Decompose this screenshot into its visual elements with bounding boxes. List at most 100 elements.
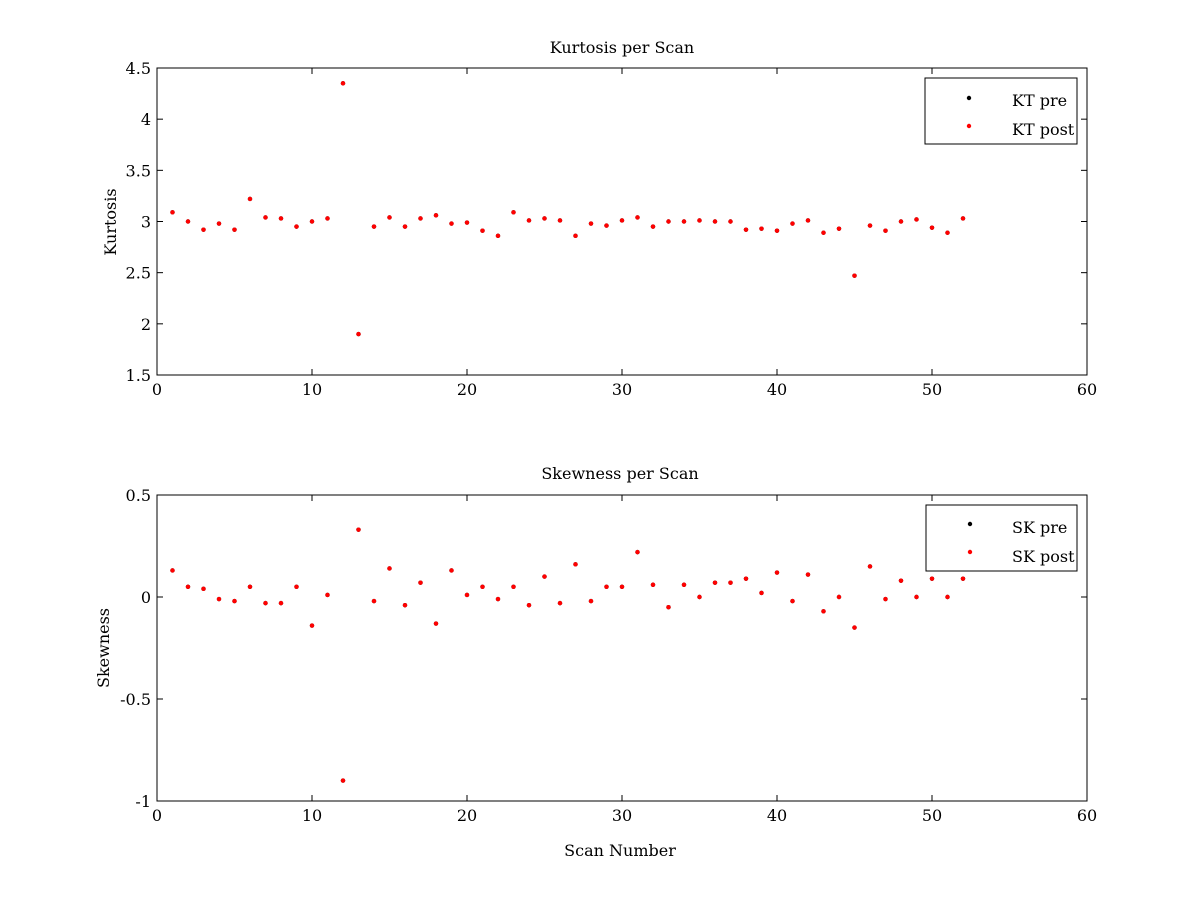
kurtosis-point-post	[340, 81, 346, 86]
kurtosis-y-tick-label: 3	[141, 213, 151, 232]
kurtosis-y-tick-label: 3.5	[126, 161, 151, 180]
skewness-chart-title: Skewness per Scan	[541, 464, 698, 483]
kurtosis-chart-title: Kurtosis per Scan	[550, 38, 694, 57]
kurtosis-point-post	[185, 219, 191, 224]
skewness-y-tick-label: -0.5	[120, 690, 151, 709]
kurtosis-point-post	[960, 216, 966, 221]
kurtosis-point-post	[821, 230, 826, 235]
kurtosis-point-post	[387, 215, 392, 220]
skewness-point-post	[945, 594, 950, 600]
kurtosis-point-post	[325, 216, 330, 221]
kurtosis-point-post	[402, 224, 408, 229]
kurtosis-point-post	[681, 219, 687, 224]
skewness-point-post	[480, 584, 485, 589]
skewness-point-post	[557, 600, 563, 606]
kurtosis-x-tick-label: 30	[612, 380, 632, 399]
skewness-points	[170, 527, 966, 783]
skewness-point-post	[650, 582, 656, 587]
skewness-point-post	[309, 623, 315, 628]
skewness-x-tick-label: 20	[457, 806, 477, 825]
kurtosis-point-post	[495, 233, 501, 239]
kurtosis-point-post	[170, 210, 175, 215]
kurtosis-point-post	[743, 227, 749, 232]
skewness-point-post	[294, 584, 299, 589]
kurtosis-point-post	[805, 218, 811, 223]
skewness-legend-label-post: SK post	[1012, 547, 1075, 566]
skewness-x-tick-label: 40	[767, 806, 787, 825]
skewness-point-post	[821, 609, 826, 614]
skewness-point-post	[805, 572, 811, 577]
skewness-point-post	[681, 582, 687, 587]
skewness-point-post	[495, 596, 501, 602]
kurtosis-legend-marker-pre	[966, 95, 972, 101]
skewness-point-post	[433, 621, 439, 626]
skewness-ticks: 0 10 20 30 40 50 60 -1 -0.5 0 0.5	[120, 486, 1097, 825]
kurtosis-x-tick-label: 40	[767, 380, 787, 399]
kurtosis-ticks: 0 10 20 30 40 50 60 1.5 2 2.5 3 3.5 4 4.5	[126, 59, 1098, 399]
skewness-point-post	[743, 576, 749, 581]
kurtosis-y-tick-label: 1.5	[126, 366, 151, 385]
kurtosis-point-post	[604, 223, 609, 228]
skewness-point-post	[604, 584, 609, 589]
kurtosis-points	[170, 81, 966, 337]
kurtosis-point-post	[852, 273, 857, 278]
skewness-x-tick-label: 10	[302, 806, 322, 825]
kurtosis-point-post	[263, 215, 268, 220]
skewness-point-post	[526, 602, 532, 608]
kurtosis-point-post	[883, 228, 888, 233]
kurtosis-x-tick-label: 10	[302, 380, 322, 399]
kurtosis-y-axis-label: Kurtosis	[101, 188, 120, 255]
kurtosis-point-post	[294, 224, 299, 229]
kurtosis-point-post	[216, 221, 222, 226]
skewness-point-post	[247, 584, 253, 589]
skewness-x-tick-label: 0	[152, 806, 162, 825]
kurtosis-point-post	[356, 331, 361, 337]
kurtosis-point-post	[278, 216, 284, 221]
skewness-point-post	[960, 576, 966, 581]
skewness-legend-marker-post	[967, 549, 973, 555]
skewness-point-post	[340, 778, 346, 783]
skewness-point-post	[371, 598, 377, 604]
skewness-legend-marker-pre	[967, 521, 973, 527]
skewness-point-post	[898, 578, 904, 583]
kurtosis-point-post	[929, 225, 935, 230]
kurtosis-x-tick-label: 50	[922, 380, 942, 399]
skewness-point-post	[278, 600, 284, 606]
kurtosis-point-post	[914, 217, 919, 222]
kurtosis-plot: Kurtosis per Scan Kurtosis 0 10 20 30 40 50 60…	[101, 38, 1097, 399]
kurtosis-point-post	[619, 218, 625, 223]
skewness-point-post	[588, 598, 594, 604]
skewness-legend-box	[925, 504, 1078, 572]
skewness-legend-label-pre: SK pre	[1012, 518, 1067, 537]
kurtosis-x-tick-label: 20	[457, 380, 477, 399]
kurtosis-x-tick-label: 0	[152, 380, 162, 399]
skewness-y-tick-label: 0.5	[126, 486, 151, 505]
kurtosis-legend-label-pre: KT pre	[1012, 91, 1067, 110]
kurtosis-point-post	[666, 219, 671, 224]
kurtosis-point-post	[712, 219, 718, 224]
kurtosis-point-post	[759, 226, 764, 231]
skewness-x-tick-label: 60	[1077, 806, 1097, 825]
skewness-legend: SK pre SK post	[925, 504, 1078, 572]
kurtosis-x-tick-label: 60	[1077, 380, 1097, 399]
skewness-point-post	[511, 584, 516, 589]
skewness-point-post	[929, 576, 935, 581]
skewness-point-post	[852, 625, 857, 630]
kurtosis-legend: KT pre KT post	[924, 77, 1078, 145]
kurtosis-point-post	[588, 221, 594, 226]
skewness-plot: Skewness per Scan Skewness Scan Number 0…	[94, 464, 1097, 860]
kurtosis-legend-marker-post	[966, 123, 972, 129]
kurtosis-point-post	[433, 213, 439, 218]
skewness-point-post	[542, 574, 547, 579]
kurtosis-point-post	[449, 221, 454, 226]
skewness-point-post	[170, 568, 175, 573]
skewness-y-tick-label: -1	[135, 792, 151, 811]
kurtosis-point-post	[464, 220, 470, 225]
skewness-point-post	[418, 580, 423, 585]
kurtosis-legend-label-post: KT post	[1012, 120, 1075, 139]
kurtosis-y-tick-label: 2.5	[126, 264, 151, 283]
kurtosis-legend-box	[924, 77, 1078, 145]
skewness-point-post	[232, 598, 237, 604]
skewness-point-post	[325, 592, 330, 598]
